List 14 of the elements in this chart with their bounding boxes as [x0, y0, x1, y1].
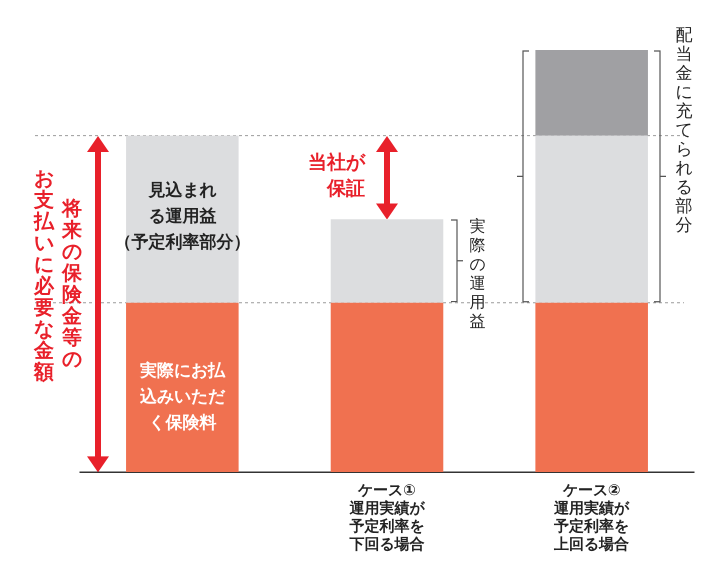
series-label: 見込まれる運用益（予定利率部分） — [114, 180, 250, 253]
bar — [330, 219, 444, 303]
annotation: 実際の運用益 — [469, 216, 486, 330]
annotation: 当社が保証 — [308, 151, 366, 200]
bar — [535, 302, 648, 472]
bar — [535, 136, 648, 303]
bar — [126, 302, 239, 472]
bar — [330, 302, 444, 472]
x-tick-label: ケース① 運用実績が予定利率を下回る場合 — [348, 480, 426, 553]
x-tick-label: ケース② 運用実績が予定利率を上回る場合 — [553, 480, 630, 553]
series-label: 実際にお払込みいただく保険料 — [138, 360, 226, 433]
annotation: 将来の保険金等の — [61, 196, 84, 371]
text: 配当金に充てられる部分 — [675, 25, 692, 236]
text: お支払いに必要な金額 — [34, 166, 54, 384]
